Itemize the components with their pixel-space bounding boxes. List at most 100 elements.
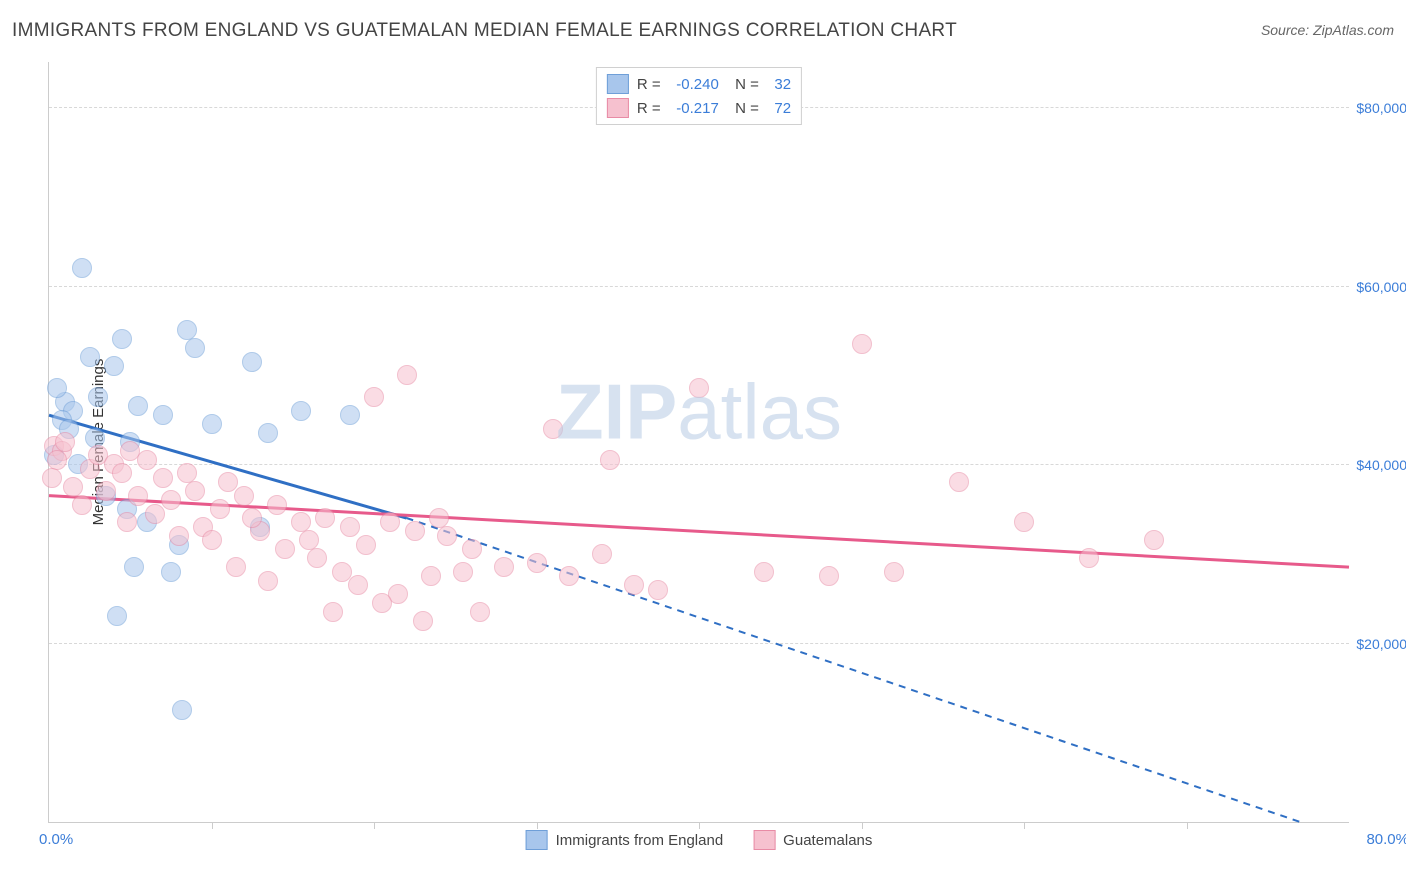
data-point (852, 334, 872, 354)
data-point (592, 544, 612, 564)
legend-item: Immigrants from England (526, 830, 724, 850)
legend-swatch (753, 830, 775, 850)
data-point (88, 387, 108, 407)
data-point (96, 481, 116, 501)
trend-lines (49, 62, 1349, 822)
data-point (421, 566, 441, 586)
data-point (153, 405, 173, 425)
data-point (117, 512, 137, 532)
data-point (819, 566, 839, 586)
data-point (85, 428, 105, 448)
data-point (258, 423, 278, 443)
data-point (242, 352, 262, 372)
data-point (202, 530, 222, 550)
x-tick (862, 822, 863, 829)
data-point (527, 553, 547, 573)
data-point (47, 378, 67, 398)
data-point (42, 468, 62, 488)
data-point (1144, 530, 1164, 550)
data-point (185, 338, 205, 358)
data-point (462, 539, 482, 559)
data-point (72, 258, 92, 278)
data-point (1014, 512, 1034, 532)
legend-swatch (607, 74, 629, 94)
data-point (315, 508, 335, 528)
data-point (242, 508, 262, 528)
data-point (104, 356, 124, 376)
data-point (340, 405, 360, 425)
data-point (128, 486, 148, 506)
data-point (949, 472, 969, 492)
x-tick (1024, 822, 1025, 829)
data-point (107, 606, 127, 626)
data-point (112, 463, 132, 483)
data-point (1079, 548, 1099, 568)
data-point (161, 562, 181, 582)
data-point (226, 557, 246, 577)
data-point (437, 526, 457, 546)
data-point (202, 414, 222, 434)
data-point (494, 557, 514, 577)
data-point (754, 562, 774, 582)
data-point (348, 575, 368, 595)
legend-stat-row: R = -0.240 N = 32 (607, 72, 791, 96)
data-point (600, 450, 620, 470)
gridline: $20,000 (49, 643, 1349, 644)
data-point (124, 557, 144, 577)
data-point (413, 611, 433, 631)
data-point (884, 562, 904, 582)
x-tick (374, 822, 375, 829)
data-point (169, 526, 189, 546)
data-point (161, 490, 181, 510)
data-point (332, 562, 352, 582)
y-tick-label: $40,000 (1355, 457, 1406, 473)
data-point (356, 535, 376, 555)
data-point (234, 486, 254, 506)
data-point (364, 387, 384, 407)
data-point (543, 419, 563, 439)
data-point (112, 329, 132, 349)
x-tick (537, 822, 538, 829)
data-point (153, 468, 173, 488)
legend-swatch (526, 830, 548, 850)
y-tick-label: $20,000 (1355, 636, 1406, 652)
data-point (380, 512, 400, 532)
data-point (323, 602, 343, 622)
data-point (340, 517, 360, 537)
data-point (267, 495, 287, 515)
source-label: Source: ZipAtlas.com (1261, 22, 1394, 38)
data-point (80, 347, 100, 367)
data-point (453, 562, 473, 582)
series-legend: Immigrants from England Guatemalans (526, 830, 873, 850)
data-point (145, 504, 165, 524)
x-tick (1187, 822, 1188, 829)
data-point (128, 396, 148, 416)
data-point (258, 571, 278, 591)
data-point (72, 495, 92, 515)
data-point (137, 450, 157, 470)
x-axis-min-label: 0.0% (39, 831, 73, 848)
x-tick (699, 822, 700, 829)
data-point (291, 401, 311, 421)
data-point (405, 521, 425, 541)
chart-title: IMMIGRANTS FROM ENGLAND VS GUATEMALAN ME… (12, 20, 957, 41)
data-point (470, 602, 490, 622)
data-point (648, 580, 668, 600)
data-point (185, 481, 205, 501)
y-tick-label: $60,000 (1355, 279, 1406, 295)
x-axis-max-label: 80.0% (1366, 831, 1406, 848)
data-point (559, 566, 579, 586)
data-point (275, 539, 295, 559)
data-point (372, 593, 392, 613)
data-point (172, 700, 192, 720)
data-point (624, 575, 644, 595)
data-point (689, 378, 709, 398)
data-point (397, 365, 417, 385)
legend-item: Guatemalans (753, 830, 872, 850)
gridline: $40,000 (49, 464, 1349, 465)
x-tick (212, 822, 213, 829)
correlation-legend-box: R = -0.240 N = 32R = -0.217 N = 72 (596, 67, 802, 125)
data-point (307, 548, 327, 568)
y-tick-label: $80,000 (1355, 100, 1406, 116)
data-point (210, 499, 230, 519)
